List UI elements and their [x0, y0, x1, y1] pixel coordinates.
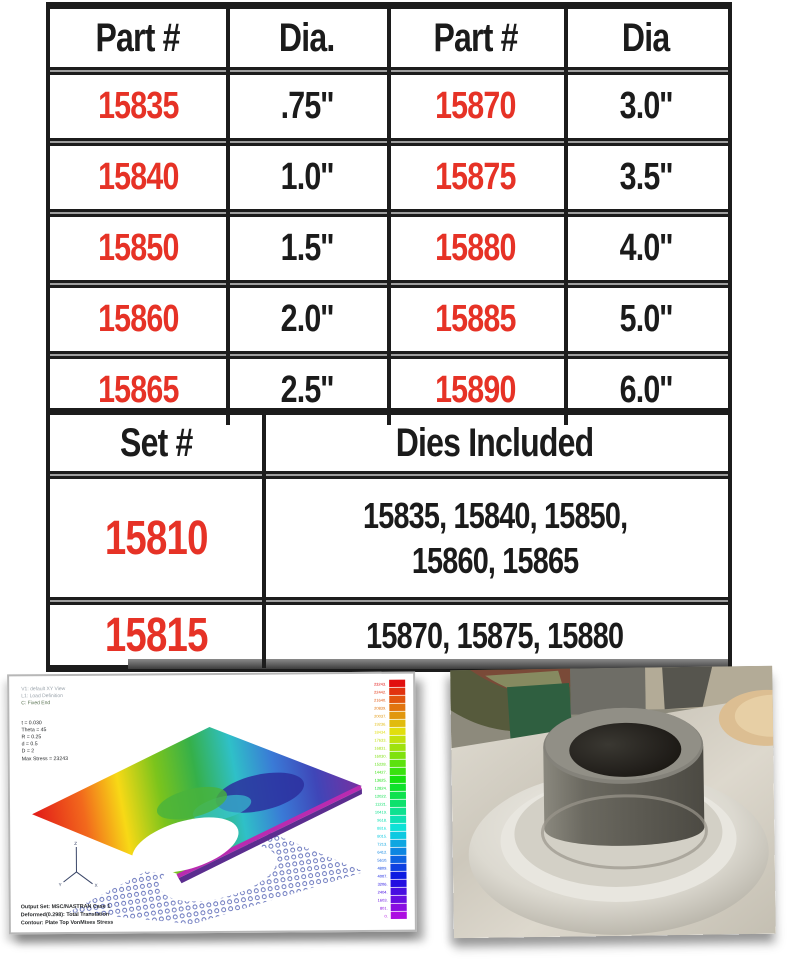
- fea-param: t = 0.030: [21, 720, 41, 726]
- svg-text:13625.: 13625.: [375, 778, 387, 783]
- svg-text:1603.: 1603.: [378, 898, 388, 903]
- table-divider: [387, 6, 391, 425]
- col-header-set: Set #: [119, 420, 193, 465]
- svg-text:11221.: 11221.: [375, 802, 387, 807]
- diameter: 3.5'': [619, 156, 674, 198]
- dies-included-line: 15835, 15840, 15850,: [362, 495, 628, 536]
- svg-text:6412.: 6412.: [377, 850, 387, 855]
- fea-caption-output-set: Output Set: MSC/NASTRAN Case 1: [21, 904, 111, 911]
- fea-param: Theta = 45: [21, 727, 46, 733]
- part-number: 15840: [97, 156, 179, 198]
- axis-triad-icon: [63, 846, 93, 885]
- svg-text:12022.: 12022.: [375, 794, 387, 799]
- svg-text:801.: 801.: [380, 906, 388, 911]
- col-header-part: Part #: [95, 15, 181, 60]
- dies-included-line: 15860, 15865: [411, 540, 579, 581]
- part-number: 15890: [435, 369, 516, 411]
- svg-text:5610.: 5610.: [377, 858, 387, 863]
- diameter: 3.0'': [619, 85, 674, 127]
- svg-text:8015.: 8015.: [377, 834, 387, 839]
- svg-text:16831.: 16831.: [374, 746, 386, 751]
- fea-param: R = 0.25: [22, 734, 42, 740]
- part-number: 15870: [435, 85, 516, 127]
- svg-text:10419.: 10419.: [375, 810, 387, 815]
- dimple-die-photo: [450, 665, 776, 939]
- diameter: 6.0'': [619, 369, 674, 411]
- part-number: 15875: [435, 156, 516, 198]
- svg-text:8816.: 8816.: [377, 826, 387, 831]
- svg-text:4007.: 4007.: [377, 874, 387, 879]
- col-header-dia: Dia: [622, 15, 670, 60]
- svg-text:23243.: 23243.: [374, 682, 386, 687]
- product-photo: [450, 665, 776, 939]
- fea-max-stress: Max Stress = 23243: [22, 756, 68, 762]
- col-header-part: Part #: [433, 15, 518, 60]
- part-number: 15835: [97, 85, 179, 127]
- table-divider: [226, 6, 230, 425]
- svg-text:18434.: 18434.: [374, 730, 386, 735]
- diameter: 4.0'': [619, 227, 674, 269]
- colorbar-legend: 23243. 22442. 21640. 20839. 20037. 19236. 1843…: [374, 679, 407, 919]
- svg-text:7213.: 7213.: [377, 842, 387, 847]
- fea-plot: Z X Y V1: default XY View L1: Load Defin…: [21, 679, 407, 927]
- set-number: 15815: [104, 608, 209, 662]
- axis-label: Z: [74, 841, 77, 846]
- svg-text:12824.: 12824.: [375, 786, 387, 791]
- part-number: 15880: [435, 227, 516, 269]
- set-number: 15810: [104, 511, 209, 565]
- table-row: 15810 15835, 15840, 15850, 15860, 15865: [50, 476, 728, 600]
- fea-caption-deformed: Deformed(0.298): Total Translation: [21, 912, 109, 919]
- col-header-dies-included: Dies Included: [396, 420, 594, 465]
- diameter: 2.5'': [280, 369, 334, 411]
- dies-included-line: 15870, 15875, 15880: [366, 614, 624, 656]
- svg-text:3206.: 3206.: [378, 882, 388, 887]
- svg-text:21640.: 21640.: [374, 698, 386, 703]
- part-number: 15865: [97, 369, 179, 411]
- part-number: 15850: [97, 227, 179, 269]
- fea-contour-plate: [32, 727, 362, 884]
- axis-label: Y: [59, 882, 62, 887]
- svg-text:19236.: 19236.: [374, 722, 386, 727]
- diameter: .75'': [280, 85, 334, 127]
- diameter: 2.0'': [280, 298, 334, 340]
- diameter: 1.5'': [280, 227, 334, 269]
- table-row: 15815 15870, 15875, 15880: [50, 602, 728, 668]
- part-number: 15860: [97, 298, 179, 340]
- part-number: 15885: [435, 298, 516, 340]
- parts-table: Part # Dia. Part # Dia 15835 .75'' 15870…: [46, 2, 732, 429]
- svg-text:0.: 0.: [384, 914, 387, 919]
- sets-table: Set # Dies Included 15810 15835, 15840, …: [46, 408, 732, 672]
- axis-label: X: [95, 883, 98, 888]
- fea-constraint-label: C: Fixed End: [21, 700, 50, 706]
- svg-text:20037.: 20037.: [374, 714, 386, 719]
- svg-text:20839.: 20839.: [374, 706, 386, 711]
- svg-text:16030.: 16030.: [374, 754, 386, 759]
- fea-caption-contour: Contour: Plate Top VonMises Stress: [21, 920, 113, 927]
- svg-text:14427.: 14427.: [375, 770, 387, 775]
- col-header-dia: Dia.: [278, 15, 335, 60]
- svg-text:2404.: 2404.: [378, 890, 388, 895]
- fea-param: d = 0.5: [22, 741, 38, 747]
- svg-text:17633.: 17633.: [374, 738, 386, 743]
- svg-text:22442.: 22442.: [374, 690, 386, 695]
- diameter: 1.0'': [280, 156, 334, 198]
- fea-load-label: L1: Load Definition: [21, 693, 63, 699]
- diameter: 5.0'': [619, 298, 674, 340]
- fea-view-label: V1: default XY View: [21, 686, 65, 692]
- fea-param: D = 2: [22, 748, 35, 754]
- svg-text:4809.: 4809.: [377, 866, 387, 871]
- table-divider: [262, 412, 266, 668]
- svg-text:15228.: 15228.: [374, 762, 386, 767]
- photo-die-cylinder: [540, 707, 708, 870]
- svg-text:9618.: 9618.: [377, 818, 387, 823]
- table-divider: [564, 6, 568, 425]
- fea-simulation-image: Z X Y V1: default XY View L1: Load Defin…: [7, 671, 417, 935]
- window-bar: [128, 659, 728, 669]
